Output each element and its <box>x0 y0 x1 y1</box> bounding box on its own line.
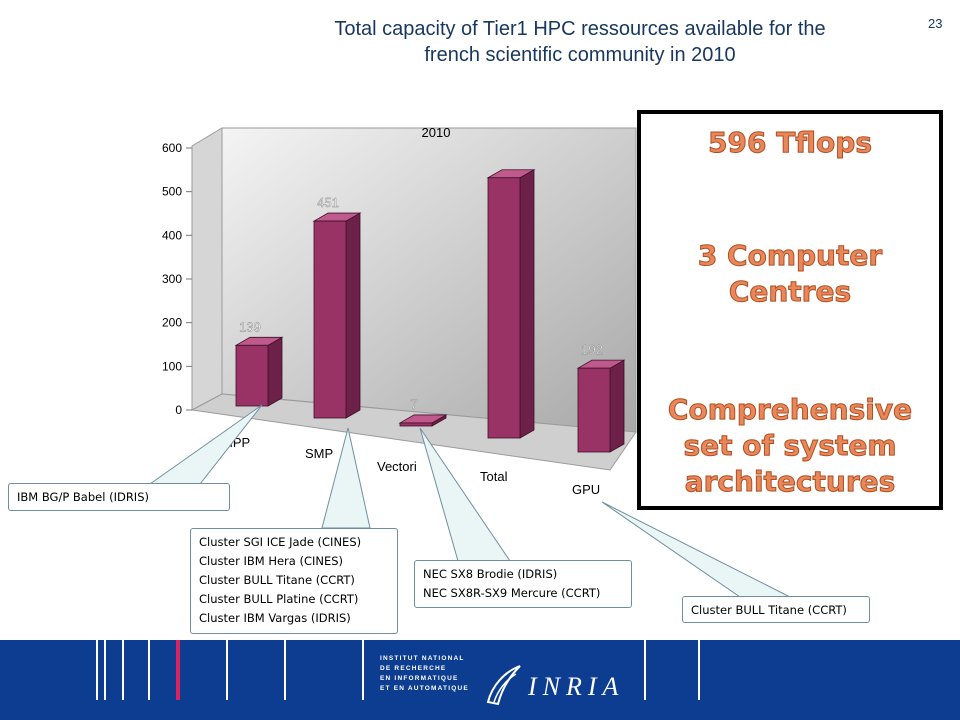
footer-band: INSTITUT NATIONAL DE RECHERCHE EN INFORM… <box>0 640 960 720</box>
bar <box>487 177 521 439</box>
y-tick-label: 200 <box>162 316 182 330</box>
chart-side-wall <box>191 127 223 411</box>
institute-line: INSTITUT NATIONAL <box>380 655 465 662</box>
y-tick-label: 500 <box>162 185 182 199</box>
callout-smp-line: Cluster IBM Vargas (IDRIS) <box>199 611 351 625</box>
institute-line: EN INFORMATIQUE <box>380 675 459 682</box>
footer-line <box>122 640 124 700</box>
y-tick-label: 0 <box>175 403 182 417</box>
institute-name: INSTITUT NATIONAL DE RECHERCHE EN INFORM… <box>380 654 469 694</box>
inria-logo-text: INRIA <box>528 672 625 701</box>
data-label: 451 <box>317 195 339 210</box>
data-label: 7 <box>410 397 417 412</box>
footer-line <box>96 640 98 700</box>
institute-line: DE RECHERCHE <box>380 665 447 672</box>
callout-vector: NEC SX8 Brodie (IDRIS) NEC SX8R-SX9 Merc… <box>414 560 632 608</box>
callout-smp-line: Cluster BULL Platine (CCRT) <box>199 592 359 606</box>
y-tick-label: 100 <box>162 359 182 373</box>
title-line-2: french scientific community in 2010 <box>424 44 736 66</box>
summary-tflops: 596 Tflops <box>708 126 873 160</box>
callout-pointers <box>148 404 791 598</box>
summary-arch-line-3: architectures <box>684 465 896 499</box>
callout-vector-line: NEC SX8 Brodie (IDRIS) <box>423 567 558 581</box>
y-tick-label: 300 <box>162 272 182 286</box>
callout-smp-line: Cluster IBM Hera (CINES) <box>199 554 344 568</box>
summary-centres-line-2: Centres <box>728 275 852 309</box>
bar <box>399 422 433 427</box>
footer-line <box>284 640 286 700</box>
callout-smp-line: Cluster SGI ICE Jade (CINES) <box>199 535 362 549</box>
summary-arch-line-2: set of system <box>683 429 897 463</box>
callout-pointer <box>321 427 371 529</box>
chart-floor <box>190 393 637 471</box>
summary-arch-line-1: Comprehensive <box>667 393 913 427</box>
bar <box>577 367 611 453</box>
y-axis-ticks: 0 100 200 300 400 500 600 <box>162 141 192 417</box>
summary-centres: 3 Computer Centres <box>641 238 939 310</box>
category-label: Vectori <box>377 459 417 474</box>
footer-line <box>644 640 646 700</box>
callout-smp: Cluster SGI ICE Jade (CINES) Cluster IBM… <box>190 528 398 634</box>
bar <box>235 344 269 407</box>
y-tick-label: 600 <box>162 141 182 155</box>
footer-line <box>148 640 150 700</box>
callout-vector-line: NEC SX8R-SX9 Mercure (CCRT) <box>423 586 601 600</box>
bar-side <box>267 336 283 407</box>
chart-bars <box>234 169 626 453</box>
bar-side <box>345 212 361 419</box>
summary-box: 596 Tflops 3 Computer Centres Comprehens… <box>637 110 943 510</box>
slide-title: Total capacity of Tier1 HPC ressources a… <box>230 16 930 68</box>
callout-gpu-line: Cluster BULL Titane (CCRT) <box>691 603 847 617</box>
category-label: SMP <box>305 446 333 461</box>
callout-mpp-line: IBM BG/P Babel (IDRIS) <box>17 490 149 504</box>
category-label: GPU <box>572 482 600 497</box>
bar-side <box>609 359 625 453</box>
title-line-1: Total capacity of Tier1 HPC ressources a… <box>334 18 826 40</box>
chart-title: 2010 <box>422 125 451 140</box>
inria-logo-icon <box>486 665 521 706</box>
footer-line <box>104 640 106 700</box>
callout-mpp: IBM BG/P Babel (IDRIS) <box>8 483 230 511</box>
bar <box>313 220 347 419</box>
callout-smp-line: Cluster BULL Titane (CCRT) <box>199 573 355 587</box>
chart-back-wall <box>221 127 637 433</box>
summary-centres-line-1: 3 Computer <box>697 239 883 273</box>
y-tick-label: 400 <box>162 228 182 242</box>
bar-side <box>519 169 535 439</box>
data-label: 139 <box>239 319 261 334</box>
footer-accent-line <box>176 640 180 700</box>
footer-line <box>698 640 700 700</box>
footer-line <box>362 640 364 700</box>
data-label: 192 <box>581 342 603 357</box>
footer-line <box>226 640 228 700</box>
callout-gpu: Cluster BULL Titane (CCRT) <box>682 596 870 623</box>
page-number: 23 <box>928 16 943 31</box>
category-label: Total <box>480 469 508 484</box>
institute-line: ET EN AUTOMATIQUE <box>380 685 469 692</box>
summary-architectures: Comprehensive set of system architecture… <box>641 392 939 500</box>
